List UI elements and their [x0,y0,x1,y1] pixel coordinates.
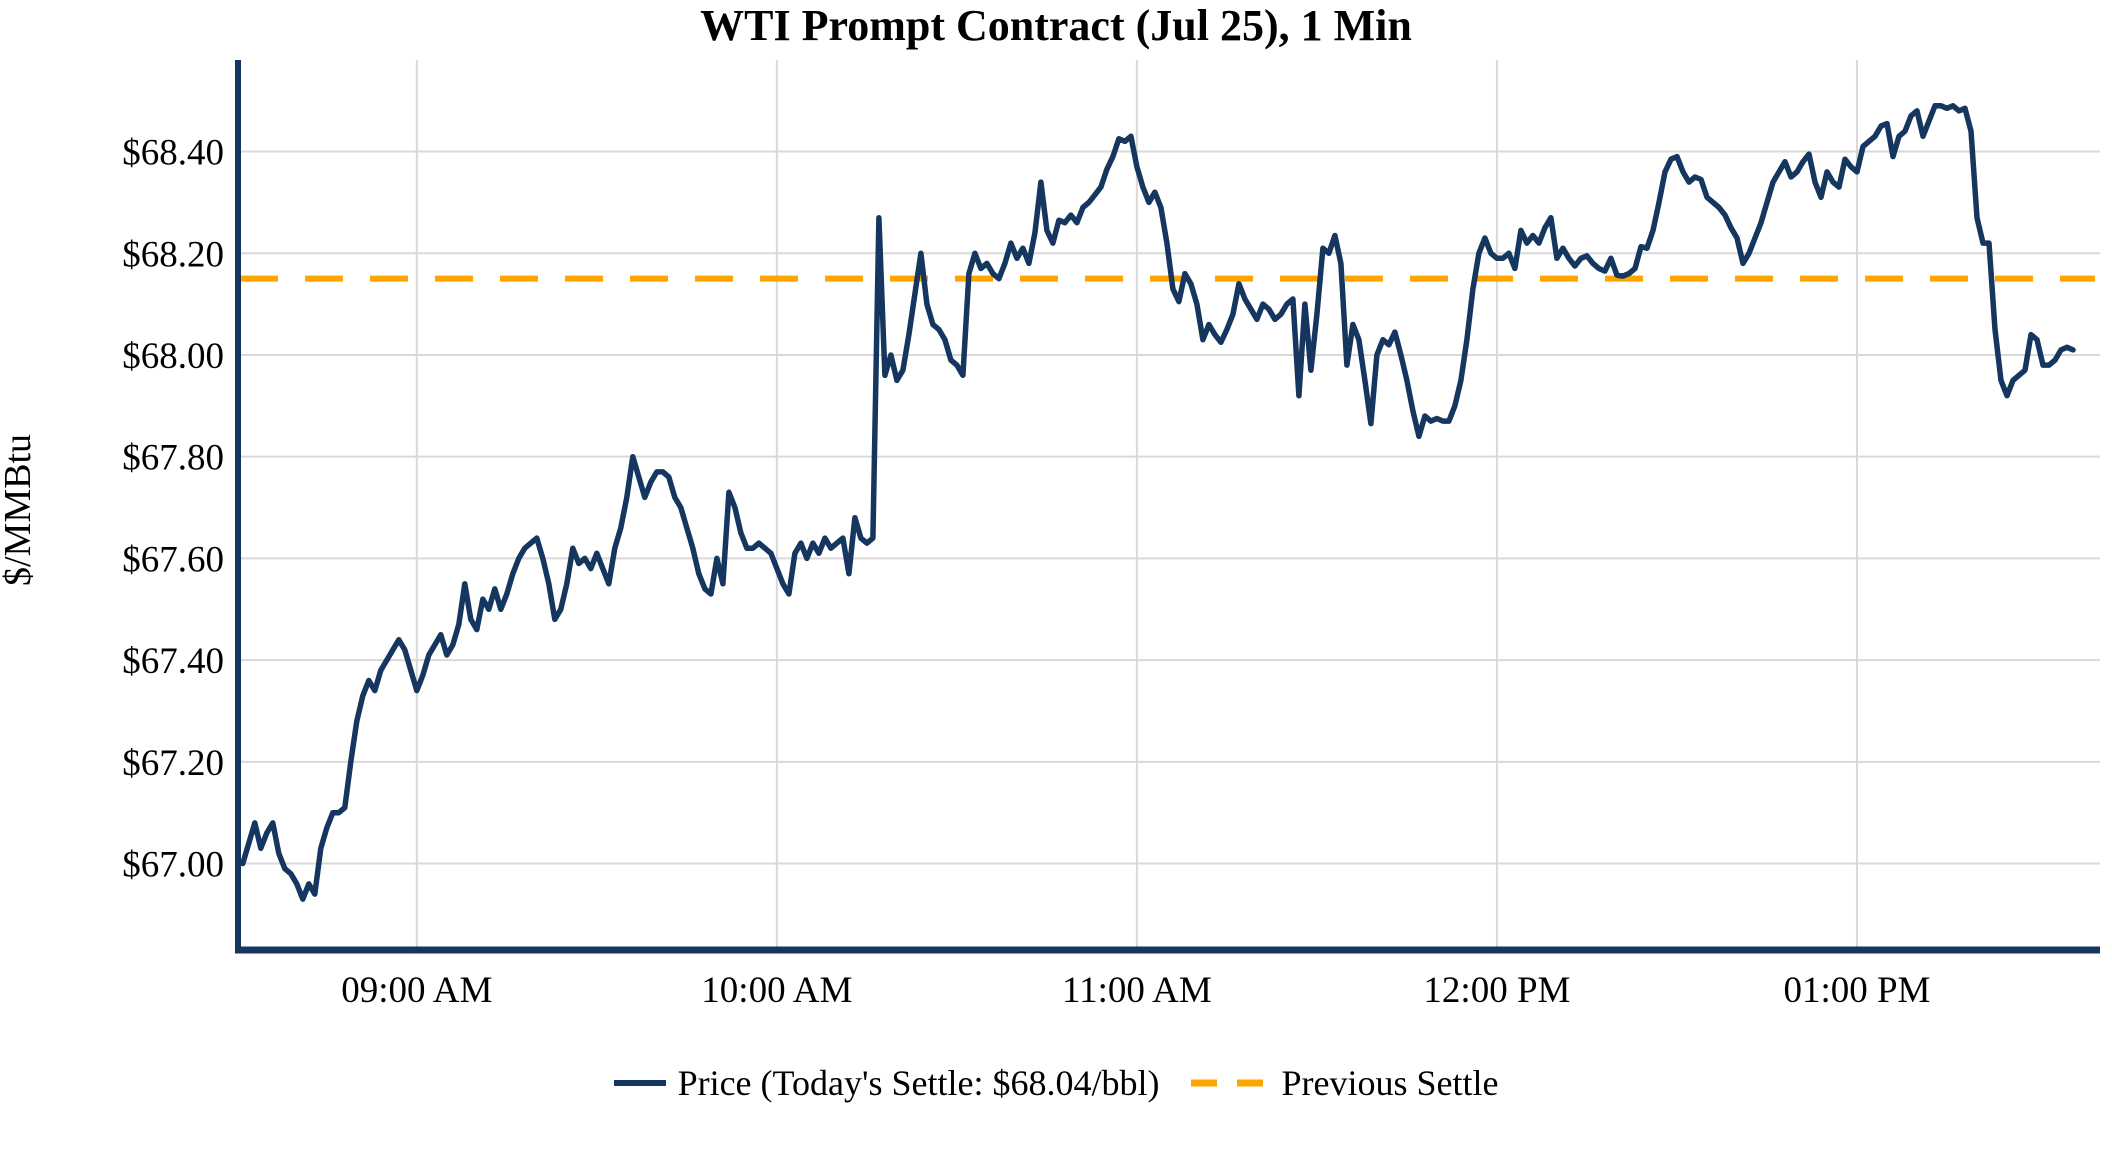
price-line-swatch [613,1080,666,1086]
legend-item-price: Price (Today's Settle: $68.04/bbl) [613,1062,1160,1104]
legend-previous-settle-label: Previous Settle [1281,1063,1499,1103]
x-tick-label: 01:00 PM [1783,970,1930,1011]
y-tick-label: $67.20 [122,743,224,784]
legend-item-previous-settle: Previous Settle [1191,1062,1498,1104]
x-tick-label: 09:00 AM [341,970,492,1011]
legend-price-label: Price (Today's Settle: $68.04/bbl) [677,1063,1160,1103]
chart-legend: Price (Today's Settle: $68.04/bbl) Previ… [0,1062,2112,1104]
y-tick-label: $68.40 [122,133,224,174]
y-tick-label: $67.00 [122,845,224,886]
price-line [240,103,2076,902]
x-tick-label: 10:00 AM [701,970,852,1011]
y-tick-label: $67.80 [122,438,224,479]
x-tick-label: 11:00 AM [1062,970,1212,1011]
y-tick-label: $68.20 [122,234,224,275]
y-tick-label: $67.40 [122,641,224,682]
previous-settle-dash-swatch [1191,1077,1270,1089]
y-tick-label: $68.00 [122,336,224,377]
chart-title: WTI Prompt Contract (Jul 25), 1 Min [700,1,1412,50]
x-tick-label: 12:00 PM [1423,970,1570,1011]
y-tick-label: $67.60 [122,539,224,580]
